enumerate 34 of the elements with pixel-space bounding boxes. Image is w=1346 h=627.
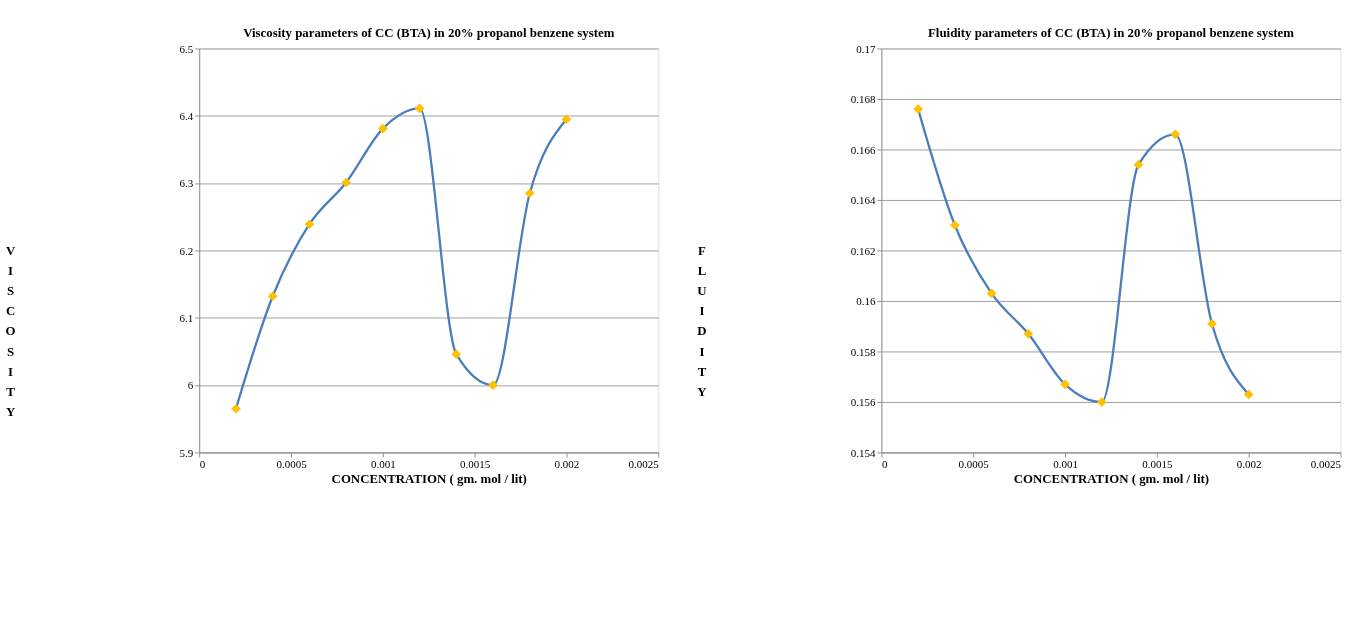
y-tick-label: 0.164 (850, 194, 876, 207)
x-axis-title: CONCENTRATION ( gm. mol / lit) (1013, 472, 1210, 487)
y-tick-label: 0.168 (850, 93, 876, 106)
y-tick-label: 0.16 (856, 295, 876, 308)
y-tick-label: 6.3 (179, 177, 194, 190)
y-tick-label: 6.2 (179, 244, 194, 257)
y-tick-label: 0.154 (850, 446, 876, 459)
y-tick-label: 0.162 (850, 244, 876, 257)
y-tick-label: 6.4 (179, 109, 194, 122)
x-tick-label: 0.0025 (1310, 457, 1342, 470)
y-tick-label: 0.166 (850, 143, 876, 156)
x-tick-label: 0.002 (1236, 457, 1262, 470)
x-tick-label: 0 (199, 457, 206, 470)
x-tick-label: 0.0025 (628, 457, 660, 470)
y-axis-title: FLUIDITY (697, 243, 708, 400)
x-tick-label: 0.001 (1053, 457, 1078, 470)
y-tick-label: 6.1 (179, 311, 194, 324)
x-tick-label: 0.002 (554, 457, 580, 470)
y-tick-label: 0.156 (850, 396, 876, 409)
x-tick-label: 0.001 (370, 457, 396, 470)
y-tick-label: 0.158 (850, 345, 876, 358)
y-tick-label: 6 (187, 379, 194, 392)
x-tick-label: 0.0015 (460, 457, 491, 470)
text: VISCOSITY (5, 243, 16, 420)
x-tick-label: 0.0015 (1142, 457, 1173, 470)
x-tick-label: 0.0005 (958, 457, 990, 470)
x-axis-title: CONCENTRATION ( gm. mol / lit) (331, 472, 527, 487)
x-tick-label: 0.0005 (276, 457, 308, 470)
chart-title: Viscosity parameters of CC (BTA) in 20% propanol benzene system (243, 25, 615, 40)
y-tick-label: 5.9 (179, 446, 194, 459)
y-tick-label: 6.5 (179, 42, 194, 55)
y-tick-label: 0.17 (856, 42, 876, 55)
chart-title: Fluidity parameters of CC (BTA) in 20% propanol benzene system (927, 25, 1295, 40)
x-tick-label: 0 (881, 457, 888, 470)
